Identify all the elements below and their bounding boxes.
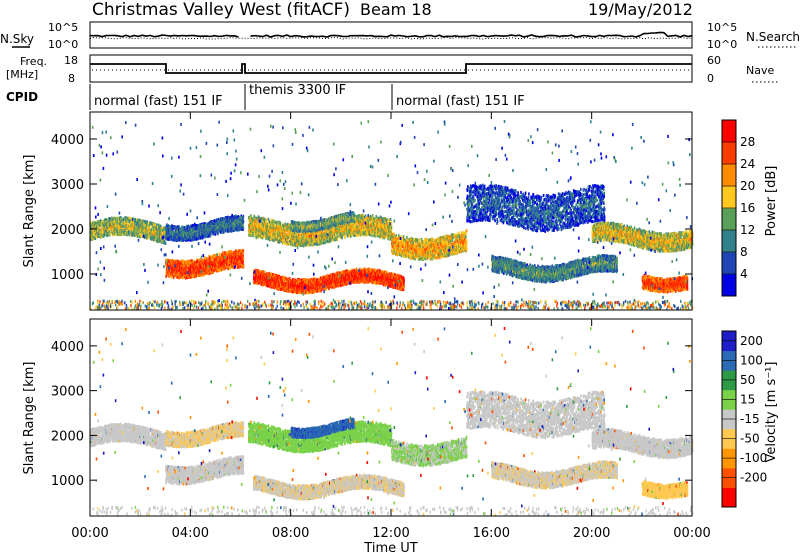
radar-figure: Christmas Valley West (fitACF) Beam 18 1…	[0, 0, 800, 554]
velocity-colorbar-tick: 15	[740, 392, 755, 406]
noise-panel: N.Sky 10^5 10^0 10^5 10^0 N.Search	[0, 21, 800, 51]
nsearch-line	[90, 38, 692, 40]
velocity-colorbar-label: Velocity [m s⁻¹]	[764, 362, 779, 463]
nsky-label: N.Sky	[0, 32, 34, 46]
xtick-label: 04:00	[172, 526, 209, 541]
ytick-label: 3000	[51, 385, 84, 400]
colorbar-swatch	[722, 274, 736, 297]
power-colorbar-tick: 4	[740, 267, 748, 281]
xtick-label: 08:00	[272, 526, 309, 541]
velocity-colorbar-tick: 50	[740, 373, 755, 387]
ytick-label: 3000	[51, 178, 84, 193]
xtick-label: 00:00	[71, 526, 108, 541]
freq-line	[90, 64, 692, 73]
nave-label: Nave	[746, 64, 774, 77]
cpid-row: CPID normal (fast) 151 IF themis 3300 IF…	[6, 83, 525, 110]
freq-panel: Freq. [MHz] 18 8 60 0 Nave	[6, 54, 780, 85]
ytick-label: 1000	[51, 474, 84, 489]
power-colorbar-tick: 16	[740, 201, 755, 215]
ytick-label: 4000	[51, 133, 84, 148]
time-axis-label: Time UT	[363, 541, 417, 554]
power-colorbar-tick: 28	[740, 135, 755, 149]
velocity-ylabel: Slant Range [km]	[22, 362, 37, 475]
ytick-label: 2000	[51, 223, 84, 238]
colorbar-swatch	[722, 208, 736, 231]
colorbar-swatch	[722, 230, 736, 253]
velocity-panel: 1000 2000 3000 4000 Slant Range [km] 200 100…	[22, 319, 779, 517]
colorbar-swatch	[722, 142, 736, 165]
nave-tick-bottom: 0	[707, 72, 714, 85]
ytick-label: 4000	[51, 340, 84, 355]
power-colorbar-tick: 20	[740, 179, 755, 193]
noise-tick-top-right: 10^5	[707, 21, 737, 34]
xtick-label: 20:00	[573, 526, 610, 541]
velocity-colorbar-tick: -15	[740, 412, 760, 426]
colorbar-swatch	[722, 120, 736, 143]
power-panel: 1000 2000 3000 4000 Slant Range [km] 28 24 20…	[22, 112, 779, 311]
colorbar-swatch	[722, 164, 736, 187]
freq-unit-label: [MHz]	[6, 68, 38, 81]
xtick-label: 12:00	[372, 526, 409, 541]
cpid-label: CPID	[6, 90, 38, 104]
freq-tick-top: 18	[64, 54, 78, 67]
freq-tick-bottom: 8	[68, 72, 75, 85]
colorbar-swatch	[722, 252, 736, 275]
nsearch-label: N.Search	[746, 30, 800, 44]
colorbar-swatch	[722, 186, 736, 209]
noise-tick-bottom-left: 10^0	[48, 38, 78, 51]
velocity-colorbar-tick: 100	[740, 353, 763, 367]
ytick-label: 2000	[51, 429, 84, 444]
velocity-colorbar-tick: 200	[740, 334, 763, 348]
velocity-data-cells	[90, 327, 693, 517]
station-title: Christmas Valley West (fitACF)	[92, 0, 350, 20]
velocity-colorbar-tick: -200	[740, 471, 767, 485]
power-colorbar-tick: 8	[740, 245, 748, 259]
beam-label: Beam 18	[360, 0, 432, 19]
noise-tick-top-left: 10^5	[48, 21, 78, 34]
cpid-segment-2: themis 3300 IF	[249, 83, 346, 98]
nsky-line	[90, 32, 692, 37]
power-colorbar-tick: 24	[740, 157, 755, 171]
xtick-label: 16:00	[473, 526, 510, 541]
nave-tick-top: 60	[707, 54, 721, 67]
velocity-colorbar-tick: -50	[740, 432, 760, 446]
power-ylabel: Slant Range [km]	[22, 155, 37, 268]
power-colorbar-label: Power [dB]	[764, 166, 779, 237]
freq-label: Freq.	[20, 55, 47, 68]
ytick-label: 1000	[51, 268, 84, 283]
power-colorbar-tick: 12	[740, 223, 755, 237]
xtick-label: 00:00	[673, 526, 710, 541]
noise-tick-bottom-right: 10^0	[707, 38, 737, 51]
colorbar-swatch	[722, 487, 736, 507]
power-data-cells	[90, 120, 693, 311]
date-label: 19/May/2012	[588, 0, 693, 19]
cpid-segment-3: normal (fast) 151 IF	[396, 94, 525, 109]
cpid-segment-1: normal (fast) 151 IF	[94, 94, 223, 109]
